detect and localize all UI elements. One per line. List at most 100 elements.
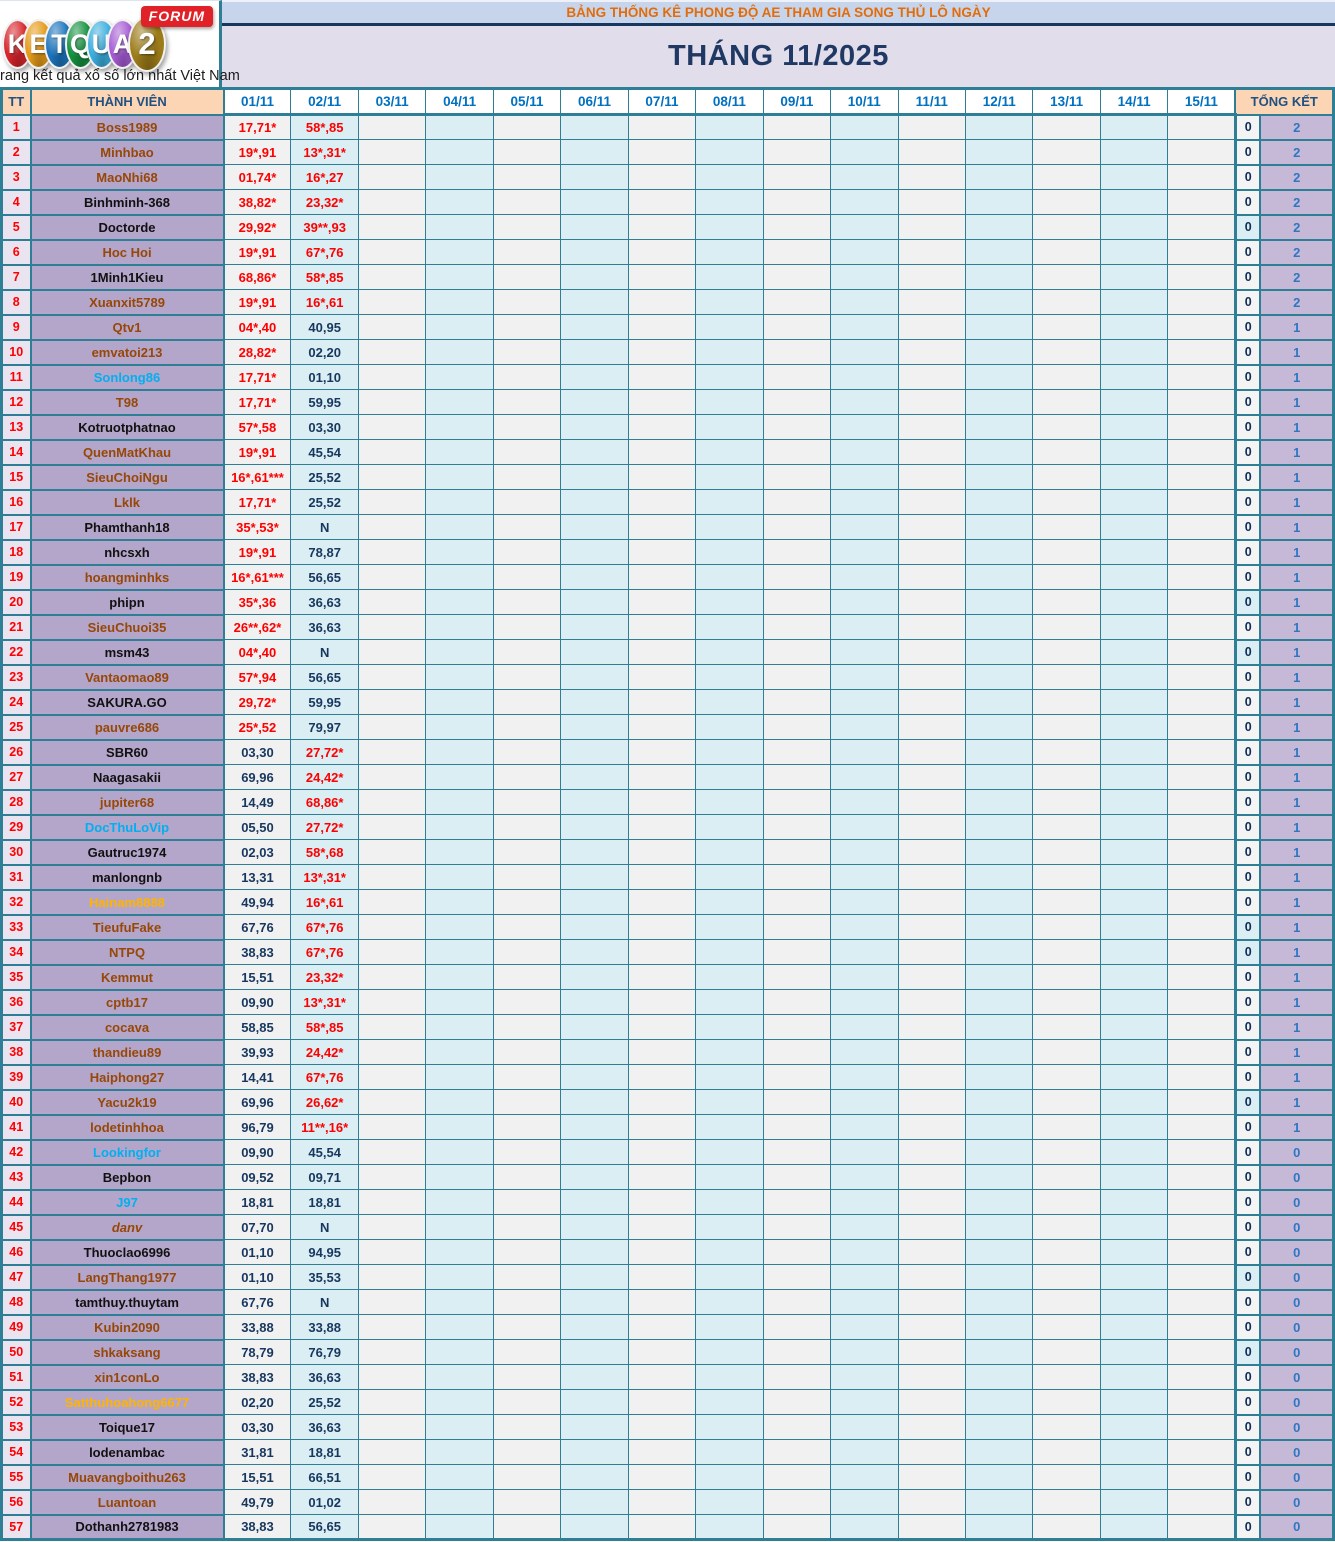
member-name[interactable]: lodenambac xyxy=(89,1444,165,1460)
member-name[interactable]: DocThuLoVip xyxy=(84,819,170,835)
row-number-cell: 56 xyxy=(0,1488,32,1516)
member-name[interactable]: Muavangboithu263 xyxy=(68,1469,186,1485)
member-name[interactable]: Hainam8888 xyxy=(89,894,165,910)
member-name[interactable]: thandieu89 xyxy=(92,1044,162,1060)
empty-day-cell xyxy=(425,789,494,815)
member-name[interactable]: Gautruc1974 xyxy=(87,844,167,860)
empty-day-cell xyxy=(762,989,832,1015)
member-name[interactable]: Vantaomao89 xyxy=(85,669,169,685)
zero-total-cell: 0 xyxy=(1233,588,1262,616)
member-name[interactable]: msm43 xyxy=(104,644,150,660)
empty-day-cell xyxy=(897,214,966,240)
empty-day-cell xyxy=(1032,1214,1101,1240)
empty-day-cell xyxy=(357,689,427,715)
empty-day-cell xyxy=(1167,1289,1236,1315)
member-name[interactable]: Boss1989 xyxy=(96,119,158,135)
member-name[interactable]: Luantoan xyxy=(97,1494,157,1510)
member-name[interactable]: tamthuy.thuytam xyxy=(75,1294,179,1310)
member-name[interactable]: TieufuFake xyxy=(92,919,162,935)
member-name[interactable]: Haiphong27 xyxy=(89,1069,165,1085)
member-name[interactable]: Qtv1 xyxy=(112,319,142,335)
member-name[interactable]: Bepbon xyxy=(102,1169,152,1185)
member-name[interactable]: Yacu2k19 xyxy=(97,1094,157,1110)
member-name[interactable]: QuenMatKhau xyxy=(82,444,172,460)
member-name[interactable]: Hoc Hoi xyxy=(102,244,152,260)
member-name[interactable]: J97 xyxy=(116,1194,138,1210)
empty-day-cell xyxy=(1099,264,1169,290)
member-row: 18 nhcsxh 19*,91 78,87 0 1 xyxy=(0,538,1335,566)
zero-total-cell: 0 xyxy=(1233,313,1262,341)
member-name[interactable]: manlongnb xyxy=(91,869,163,885)
member-name[interactable]: lodetinhhoa xyxy=(90,1119,164,1135)
member-name[interactable]: phipn xyxy=(109,594,145,610)
day2-value-cell: 76,79 xyxy=(290,1339,359,1365)
member-name-cell: Boss1989 xyxy=(29,113,225,141)
member-name[interactable]: Naagasakii xyxy=(93,769,161,785)
member-name-cell: Satthuhoahong6677 xyxy=(29,1388,225,1416)
day2-value-cell: 36,63 xyxy=(290,614,359,640)
member-row: 7 1Minh1Kieu 68,86* 58*,85 0 2 xyxy=(0,263,1335,291)
empty-day-cell xyxy=(1167,1114,1236,1140)
empty-day-cell xyxy=(1167,614,1236,640)
member-name[interactable]: hoangminhks xyxy=(84,569,170,585)
member-name[interactable]: Lookingfor xyxy=(93,1144,161,1160)
empty-day-cell xyxy=(1167,189,1236,215)
empty-day-cell xyxy=(357,589,427,615)
empty-day-cell xyxy=(627,1214,697,1240)
member-name-cell: Minhbao xyxy=(29,138,225,166)
member-name[interactable]: Satthuhoahong6677 xyxy=(64,1394,190,1410)
member-name[interactable]: SBR60 xyxy=(106,744,148,760)
empty-day-cell xyxy=(425,389,494,415)
member-name[interactable]: Thuoclao6996 xyxy=(83,1244,171,1260)
empty-day-cell xyxy=(830,139,899,165)
logo-tagline: rang kết quả xổ số lớn nhất Việt Nam xyxy=(0,68,240,84)
empty-day-cell xyxy=(1167,339,1236,365)
member-name-cell: nhcsxh xyxy=(29,538,225,566)
member-name[interactable]: nhcsxh xyxy=(104,544,150,560)
member-name[interactable]: SieuChuoi35 xyxy=(87,619,167,635)
empty-day-cell xyxy=(830,889,899,915)
member-name[interactable]: NTPQ xyxy=(108,944,146,960)
member-name[interactable]: Binhminh-368 xyxy=(84,194,170,210)
forum-badge: FORUM xyxy=(140,6,213,27)
empty-day-cell xyxy=(1167,664,1236,690)
member-name[interactable]: Doctorde xyxy=(98,219,156,235)
member-name[interactable]: LangThang1977 xyxy=(77,1269,177,1285)
member-name[interactable]: Kubin2090 xyxy=(94,1319,160,1335)
day2-value-cell: 25,52 xyxy=(290,464,359,490)
member-name[interactable]: Sonlong86 xyxy=(93,369,161,385)
member-name[interactable]: Kemmut xyxy=(100,969,153,985)
empty-day-cell xyxy=(1032,114,1101,140)
empty-day-cell xyxy=(897,264,966,290)
member-name[interactable]: Kotruotphatnao xyxy=(78,419,176,435)
member-name[interactable]: T98 xyxy=(115,394,139,410)
member-name[interactable]: Minhbao xyxy=(100,144,154,160)
member-name[interactable]: Phamthanh18 xyxy=(84,519,170,535)
member-name[interactable]: Toique17 xyxy=(98,1419,156,1435)
empty-day-cell xyxy=(1032,289,1101,315)
member-name[interactable]: danv xyxy=(111,1219,143,1235)
member-name[interactable]: pauvre686 xyxy=(94,719,160,735)
member-name[interactable]: 1Minh1Kieu xyxy=(90,269,164,285)
empty-day-cell xyxy=(762,1214,832,1240)
member-name[interactable]: emvatoi213 xyxy=(91,344,163,360)
member-name[interactable]: shkaksang xyxy=(93,1344,161,1360)
member-name[interactable]: cptb17 xyxy=(106,994,148,1010)
member-name[interactable]: SAKURA.GO xyxy=(87,694,167,710)
empty-day-cell xyxy=(1032,1114,1101,1140)
empty-day-cell xyxy=(1099,1339,1169,1365)
member-name[interactable]: Dothanh2781983 xyxy=(75,1519,179,1535)
member-name[interactable]: MaoNhi68 xyxy=(96,169,158,185)
member-name[interactable]: Lklk xyxy=(113,494,140,510)
empty-day-cell xyxy=(425,714,494,740)
empty-day-cell xyxy=(1099,589,1169,615)
member-name[interactable]: jupiter68 xyxy=(99,794,155,810)
member-name[interactable]: xin1conLo xyxy=(94,1369,160,1385)
day2-value-cell: 58*,85 xyxy=(290,1014,359,1040)
member-name[interactable]: cocava xyxy=(104,1019,150,1035)
member-name[interactable]: Xuanxit5789 xyxy=(89,294,165,310)
empty-day-cell xyxy=(560,1314,629,1340)
total-count-cell: 1 xyxy=(1259,688,1335,716)
member-name[interactable]: SieuChoiNgu xyxy=(86,469,168,485)
